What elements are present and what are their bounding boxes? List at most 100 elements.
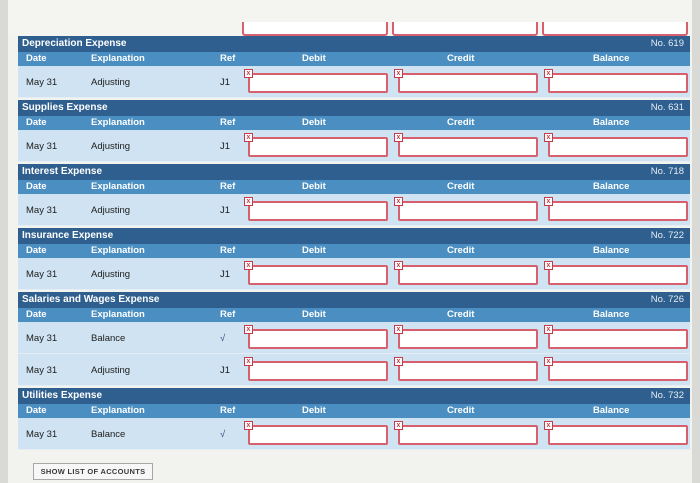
col-credit: Credit <box>447 309 475 320</box>
row-explanation: Adjusting <box>91 269 131 280</box>
account-salaries-wages-expense: Salaries and Wages Expense No. 726 Date Ex… <box>18 292 690 386</box>
account-number: No. 722 <box>650 230 684 241</box>
error-icon: x <box>544 357 553 366</box>
col-explanation: Explanation <box>91 405 145 416</box>
col-debit: Debit <box>302 117 326 128</box>
balance-input[interactable]: x <box>544 357 688 381</box>
row-date: May 31 <box>26 365 58 376</box>
error-icon: x <box>394 133 403 142</box>
column-header: Date Explanation Ref Debit Credit Balance <box>18 116 690 130</box>
col-credit: Credit <box>447 117 475 128</box>
ledger-row: May 31 Adjusting J1 x x x <box>18 354 690 386</box>
col-balance: Balance <box>593 181 630 192</box>
credit-input[interactable]: x <box>394 261 538 285</box>
balance-input[interactable]: x <box>544 69 688 93</box>
credit-input[interactable]: x <box>394 357 538 381</box>
account-number: No. 718 <box>650 166 684 177</box>
debit-input[interactable]: x <box>244 325 388 349</box>
debit-input[interactable]: x <box>244 69 388 93</box>
checkmark-icon: √ <box>220 429 226 440</box>
ledger-row: May 31 Adjusting J1 x x x <box>18 258 690 290</box>
col-date: Date <box>26 117 47 128</box>
error-icon: x <box>244 69 253 78</box>
error-icon: x <box>544 133 553 142</box>
error-icon: x <box>394 357 403 366</box>
error-icon: x <box>544 197 553 206</box>
error-icon: x <box>394 69 403 78</box>
row-explanation: Balance <box>91 429 126 440</box>
col-balance: Balance <box>593 405 630 416</box>
col-date: Date <box>26 181 47 192</box>
col-balance: Balance <box>593 245 630 256</box>
error-icon: x <box>244 325 253 334</box>
balance-input[interactable]: x <box>544 197 688 221</box>
account-title: Salaries and Wages Expense No. 726 <box>18 292 690 308</box>
balance-input[interactable]: x <box>544 133 688 157</box>
account-title: Supplies Expense No. 631 <box>18 100 690 116</box>
error-icon: x <box>244 421 253 430</box>
row-date: May 31 <box>26 205 58 216</box>
debit-input[interactable]: x <box>244 261 388 285</box>
row-explanation: Adjusting <box>91 141 131 152</box>
row-explanation: Adjusting <box>91 365 131 376</box>
account-title: Utilities Expense No. 732 <box>18 388 690 404</box>
column-header: Date Explanation Ref Debit Credit Balance <box>18 180 690 194</box>
row-date: May 31 <box>26 141 58 152</box>
error-icon: x <box>544 421 553 430</box>
error-icon: x <box>394 325 403 334</box>
ledger-row: May 31 Balance √ x x x <box>18 418 690 450</box>
debit-input[interactable]: x <box>244 421 388 445</box>
error-icon: x <box>244 133 253 142</box>
ledger-row: May 31 Adjusting J1 x x x <box>18 130 690 162</box>
row-ref: J1 <box>220 141 231 152</box>
credit-input-partial[interactable] <box>392 22 538 36</box>
col-balance: Balance <box>593 53 630 64</box>
account-number: No. 726 <box>650 294 684 305</box>
debit-input[interactable]: x <box>244 357 388 381</box>
credit-input[interactable]: x <box>394 69 538 93</box>
col-date: Date <box>26 53 47 64</box>
account-insurance-expense: Insurance Expense No. 722 Date Explanation… <box>18 228 690 290</box>
account-title: Interest Expense No. 718 <box>18 164 690 180</box>
balance-input[interactable]: x <box>544 261 688 285</box>
credit-input[interactable]: x <box>394 421 538 445</box>
error-icon: x <box>544 69 553 78</box>
row-date: May 31 <box>26 269 58 280</box>
col-ref: Ref <box>220 181 236 192</box>
account-depreciation-expense: Depreciation Expense No. 619 Date Explanat… <box>18 36 690 98</box>
col-credit: Credit <box>447 245 475 256</box>
credit-input[interactable]: x <box>394 133 538 157</box>
col-date: Date <box>26 405 47 416</box>
col-ref: Ref <box>220 117 236 128</box>
account-utilities-expense: Utilities Expense No. 732 Date Explanation… <box>18 388 690 450</box>
col-balance: Balance <box>593 309 630 320</box>
error-icon: x <box>244 261 253 270</box>
column-header: Date Explanation Ref Debit Credit Balance <box>18 404 690 418</box>
col-explanation: Explanation <box>91 245 145 256</box>
credit-input[interactable]: x <box>394 325 538 349</box>
col-balance: Balance <box>593 117 630 128</box>
col-credit: Credit <box>447 53 475 64</box>
show-list-of-accounts-button[interactable]: SHOW LIST OF ACCOUNTS <box>33 463 153 480</box>
balance-input-partial[interactable] <box>542 22 688 36</box>
debit-input-partial[interactable] <box>242 22 388 36</box>
credit-input[interactable]: x <box>394 197 538 221</box>
col-debit: Debit <box>302 181 326 192</box>
account-number: No. 732 <box>650 390 684 401</box>
balance-input[interactable]: x <box>544 325 688 349</box>
account-interest-expense: Interest Expense No. 718 Date Explanation R… <box>18 164 690 226</box>
col-ref: Ref <box>220 405 236 416</box>
account-title: Insurance Expense No. 722 <box>18 228 690 244</box>
account-supplies-expense: Supplies Expense No. 631 Date Explanation R… <box>18 100 690 162</box>
ledger-row: May 31 Adjusting J1 x x x <box>18 194 690 226</box>
balance-input[interactable]: x <box>544 421 688 445</box>
row-ref: J1 <box>220 205 231 216</box>
previous-account-remnant <box>8 0 692 36</box>
row-explanation: Balance <box>91 333 126 344</box>
col-debit: Debit <box>302 309 326 320</box>
row-ref: J1 <box>220 269 231 280</box>
col-explanation: Explanation <box>91 117 145 128</box>
debit-input[interactable]: x <box>244 197 388 221</box>
debit-input[interactable]: x <box>244 133 388 157</box>
col-explanation: Explanation <box>91 53 145 64</box>
